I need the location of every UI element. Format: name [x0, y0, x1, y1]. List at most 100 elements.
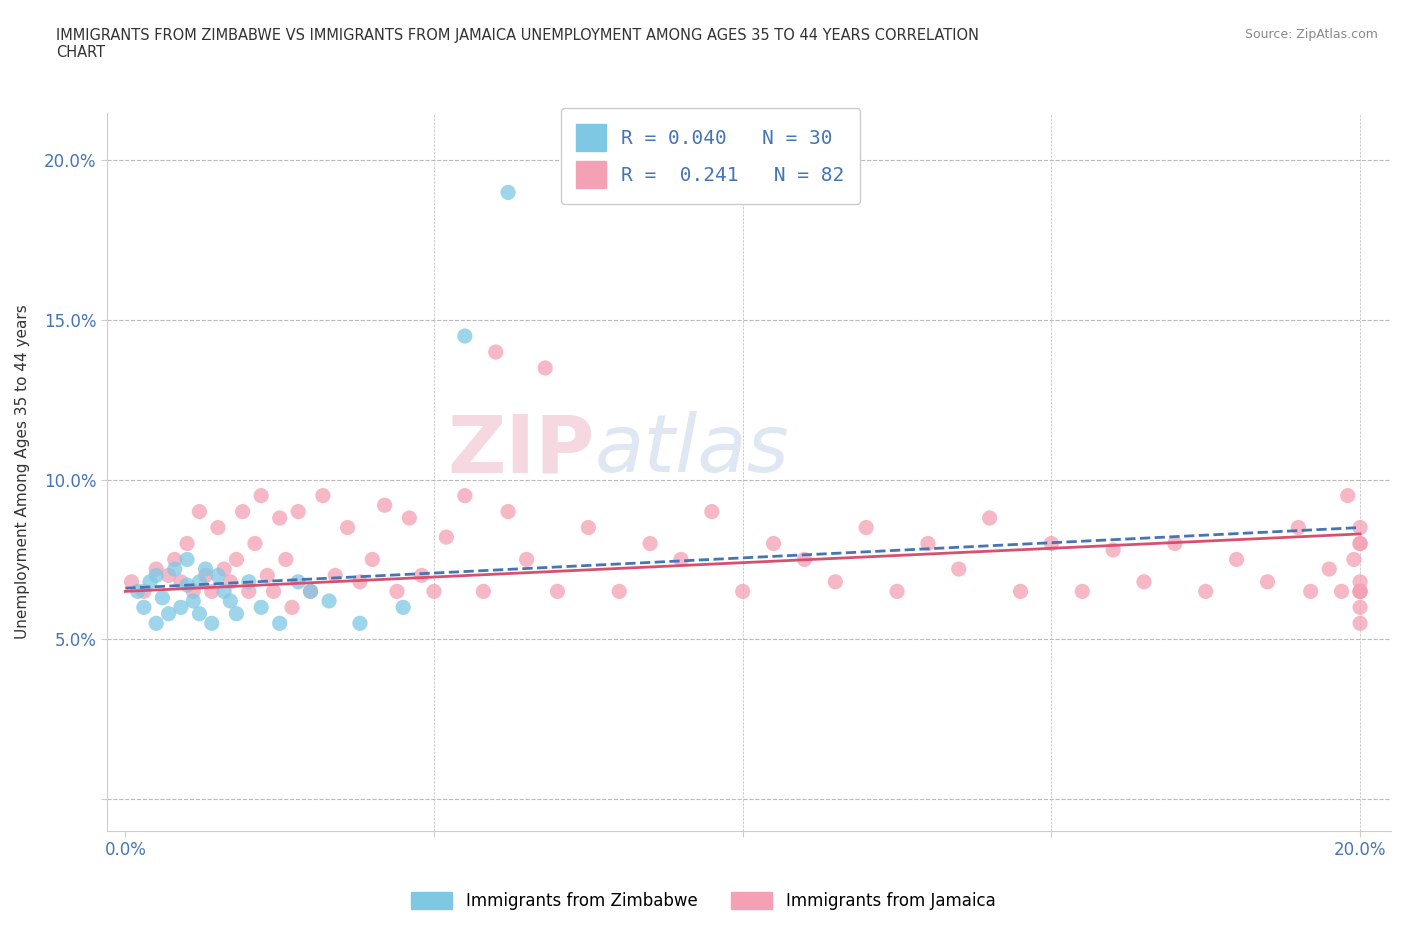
Point [1348, 536, 1371, 551]
Point [336, 520, 359, 535]
Point [374, 498, 396, 512]
Point [361, 552, 384, 567]
Point [496, 504, 519, 519]
Point [948, 562, 970, 577]
Point [793, 552, 815, 567]
Point [762, 536, 785, 551]
Text: IMMIGRANTS FROM ZIMBABWE VS IMMIGRANTS FROM JAMAICA UNEMPLOYMENT AMONG AGES 35 T: IMMIGRANTS FROM ZIMBABWE VS IMMIGRANTS F… [56, 28, 979, 60]
Point [472, 584, 495, 599]
Point [263, 584, 285, 599]
Point [225, 552, 247, 567]
Point [181, 584, 204, 599]
Point [243, 536, 266, 551]
Point [516, 552, 538, 567]
Y-axis label: Unemployment Among Ages 35 to 44 years: Unemployment Among Ages 35 to 44 years [15, 304, 30, 639]
Point [485, 344, 508, 359]
Point [1348, 600, 1371, 615]
Point [170, 575, 193, 590]
Point [917, 536, 939, 551]
Point [163, 552, 186, 567]
Point [269, 616, 291, 631]
Point [150, 591, 173, 605]
Point [349, 575, 371, 590]
Point [232, 504, 254, 519]
Point [824, 575, 846, 590]
Point [201, 584, 224, 599]
Point [318, 593, 340, 608]
Point [127, 584, 149, 599]
Point [1348, 584, 1371, 599]
Point [250, 600, 273, 615]
Point [1256, 575, 1278, 590]
Point [157, 606, 180, 621]
Point [219, 593, 242, 608]
Point [139, 575, 162, 590]
Point [1317, 562, 1340, 577]
Point [238, 575, 260, 590]
Point [132, 600, 155, 615]
Point [1299, 584, 1322, 599]
Point [188, 575, 211, 590]
Point [250, 488, 273, 503]
Point [269, 511, 291, 525]
Point [176, 552, 198, 567]
Point [176, 536, 198, 551]
Point [1286, 520, 1309, 535]
Point [886, 584, 908, 599]
Point [454, 488, 477, 503]
Point [1010, 584, 1032, 599]
Legend: R = 0.040   N = 30, R =  0.241   N = 82: R = 0.040 N = 30, R = 0.241 N = 82 [561, 108, 860, 204]
Point [547, 584, 569, 599]
Point [188, 606, 211, 621]
Point [121, 575, 143, 590]
Point [496, 185, 519, 200]
Point [1226, 552, 1249, 567]
Text: ZIP: ZIP [447, 411, 595, 489]
Point [176, 578, 198, 592]
Point [576, 520, 599, 535]
Point [638, 536, 661, 551]
Point [607, 584, 630, 599]
Point [299, 584, 322, 599]
Point [219, 575, 242, 590]
Point [1343, 552, 1365, 567]
Point [287, 575, 309, 590]
Point [855, 520, 877, 535]
Point [349, 616, 371, 631]
Point [1348, 616, 1371, 631]
Point [194, 562, 217, 577]
Point [1133, 575, 1156, 590]
Point [1330, 584, 1353, 599]
Point [454, 328, 477, 343]
Text: Source: ZipAtlas.com: Source: ZipAtlas.com [1244, 28, 1378, 41]
Point [145, 562, 167, 577]
Point [212, 584, 235, 599]
Point [1348, 520, 1371, 535]
Point [1348, 536, 1371, 551]
Point [132, 584, 155, 599]
Point [731, 584, 754, 599]
Point [1071, 584, 1094, 599]
Point [225, 606, 247, 621]
Point [201, 616, 224, 631]
Text: atlas: atlas [595, 411, 790, 489]
Point [163, 562, 186, 577]
Point [1102, 542, 1125, 557]
Point [188, 504, 211, 519]
Point [411, 568, 433, 583]
Point [1164, 536, 1187, 551]
Point [979, 511, 1001, 525]
Point [194, 568, 217, 583]
Point [238, 584, 260, 599]
Point [1040, 536, 1063, 551]
Point [299, 584, 322, 599]
Point [1348, 575, 1371, 590]
Point [207, 520, 229, 535]
Point [312, 488, 335, 503]
Point [534, 361, 557, 376]
Point [392, 600, 415, 615]
Point [700, 504, 723, 519]
Point [434, 530, 457, 545]
Point [281, 600, 304, 615]
Point [1337, 488, 1360, 503]
